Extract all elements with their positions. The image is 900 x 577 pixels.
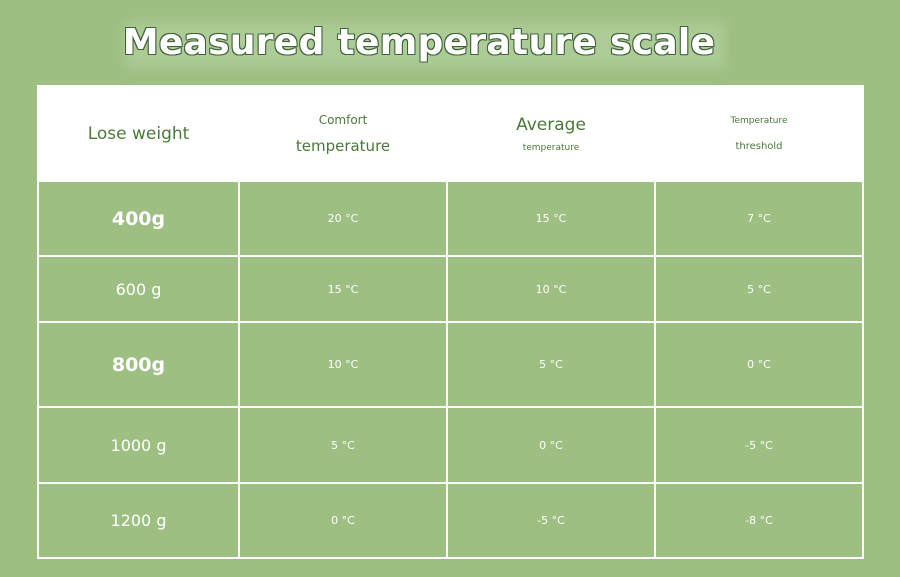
- table-row: 800g 10 °C 5 °C 0 °C: [37, 321, 864, 408]
- threshold-cell: -8 °C: [654, 482, 864, 559]
- comfort-cell: 0 °C: [238, 482, 448, 559]
- header-threshold-line2: threshold: [735, 140, 783, 152]
- weight-cell: 600 g: [37, 255, 240, 323]
- table-row: 400g 20 °C 15 °C 7 °C: [37, 180, 864, 257]
- comfort-cell: 10 °C: [238, 321, 448, 408]
- weight-cell: 400g: [37, 180, 240, 257]
- table-row: 600 g 15 °C 10 °C 5 °C: [37, 255, 864, 323]
- header-row: Lose weight Comfort temperature Average …: [37, 85, 864, 182]
- threshold-cell: 0 °C: [654, 321, 864, 408]
- comfort-cell: 5 °C: [238, 406, 448, 484]
- average-cell: -5 °C: [446, 482, 656, 559]
- table-header: Lose weight Comfort temperature Average …: [37, 85, 864, 182]
- header-comfort-line2: temperature: [295, 136, 391, 155]
- weight-cell: 1000 g: [37, 406, 240, 484]
- weight-cell: 800g: [37, 321, 240, 408]
- header-average-line1: Average: [516, 114, 586, 135]
- header-lose-weight-label: Lose weight: [87, 123, 190, 144]
- average-cell: 15 °C: [446, 180, 656, 257]
- temperature-table: Lose weight Comfort temperature Average …: [37, 85, 864, 559]
- header-comfort-temperature: Comfort temperature: [238, 85, 448, 182]
- average-cell: 10 °C: [446, 255, 656, 323]
- header-average-line2: temperature: [522, 142, 580, 153]
- title-backdrop: [125, 22, 725, 68]
- header-temperature-threshold: Temperature threshold: [654, 85, 864, 182]
- header-comfort-line1: Comfort: [318, 112, 368, 127]
- header-threshold-line1: Temperature: [730, 115, 788, 126]
- page-title: Measured temperature scale: [122, 22, 716, 63]
- comfort-cell: 15 °C: [238, 255, 448, 323]
- table-row: 1200 g 0 °C -5 °C -8 °C: [37, 482, 864, 559]
- threshold-cell: 7 °C: [654, 180, 864, 257]
- threshold-cell: -5 °C: [654, 406, 864, 484]
- table-body: 400g 20 °C 15 °C 7 °C 600 g 15 °C 10 °C …: [37, 180, 864, 559]
- comfort-cell: 20 °C: [238, 180, 448, 257]
- average-cell: 0 °C: [446, 406, 656, 484]
- average-cell: 5 °C: [446, 321, 656, 408]
- weight-cell: 1200 g: [37, 482, 240, 559]
- threshold-cell: 5 °C: [654, 255, 864, 323]
- header-lose-weight: Lose weight: [37, 85, 240, 182]
- header-average-temperature: Average temperature: [446, 85, 656, 182]
- table-row: 1000 g 5 °C 0 °C -5 °C: [37, 406, 864, 484]
